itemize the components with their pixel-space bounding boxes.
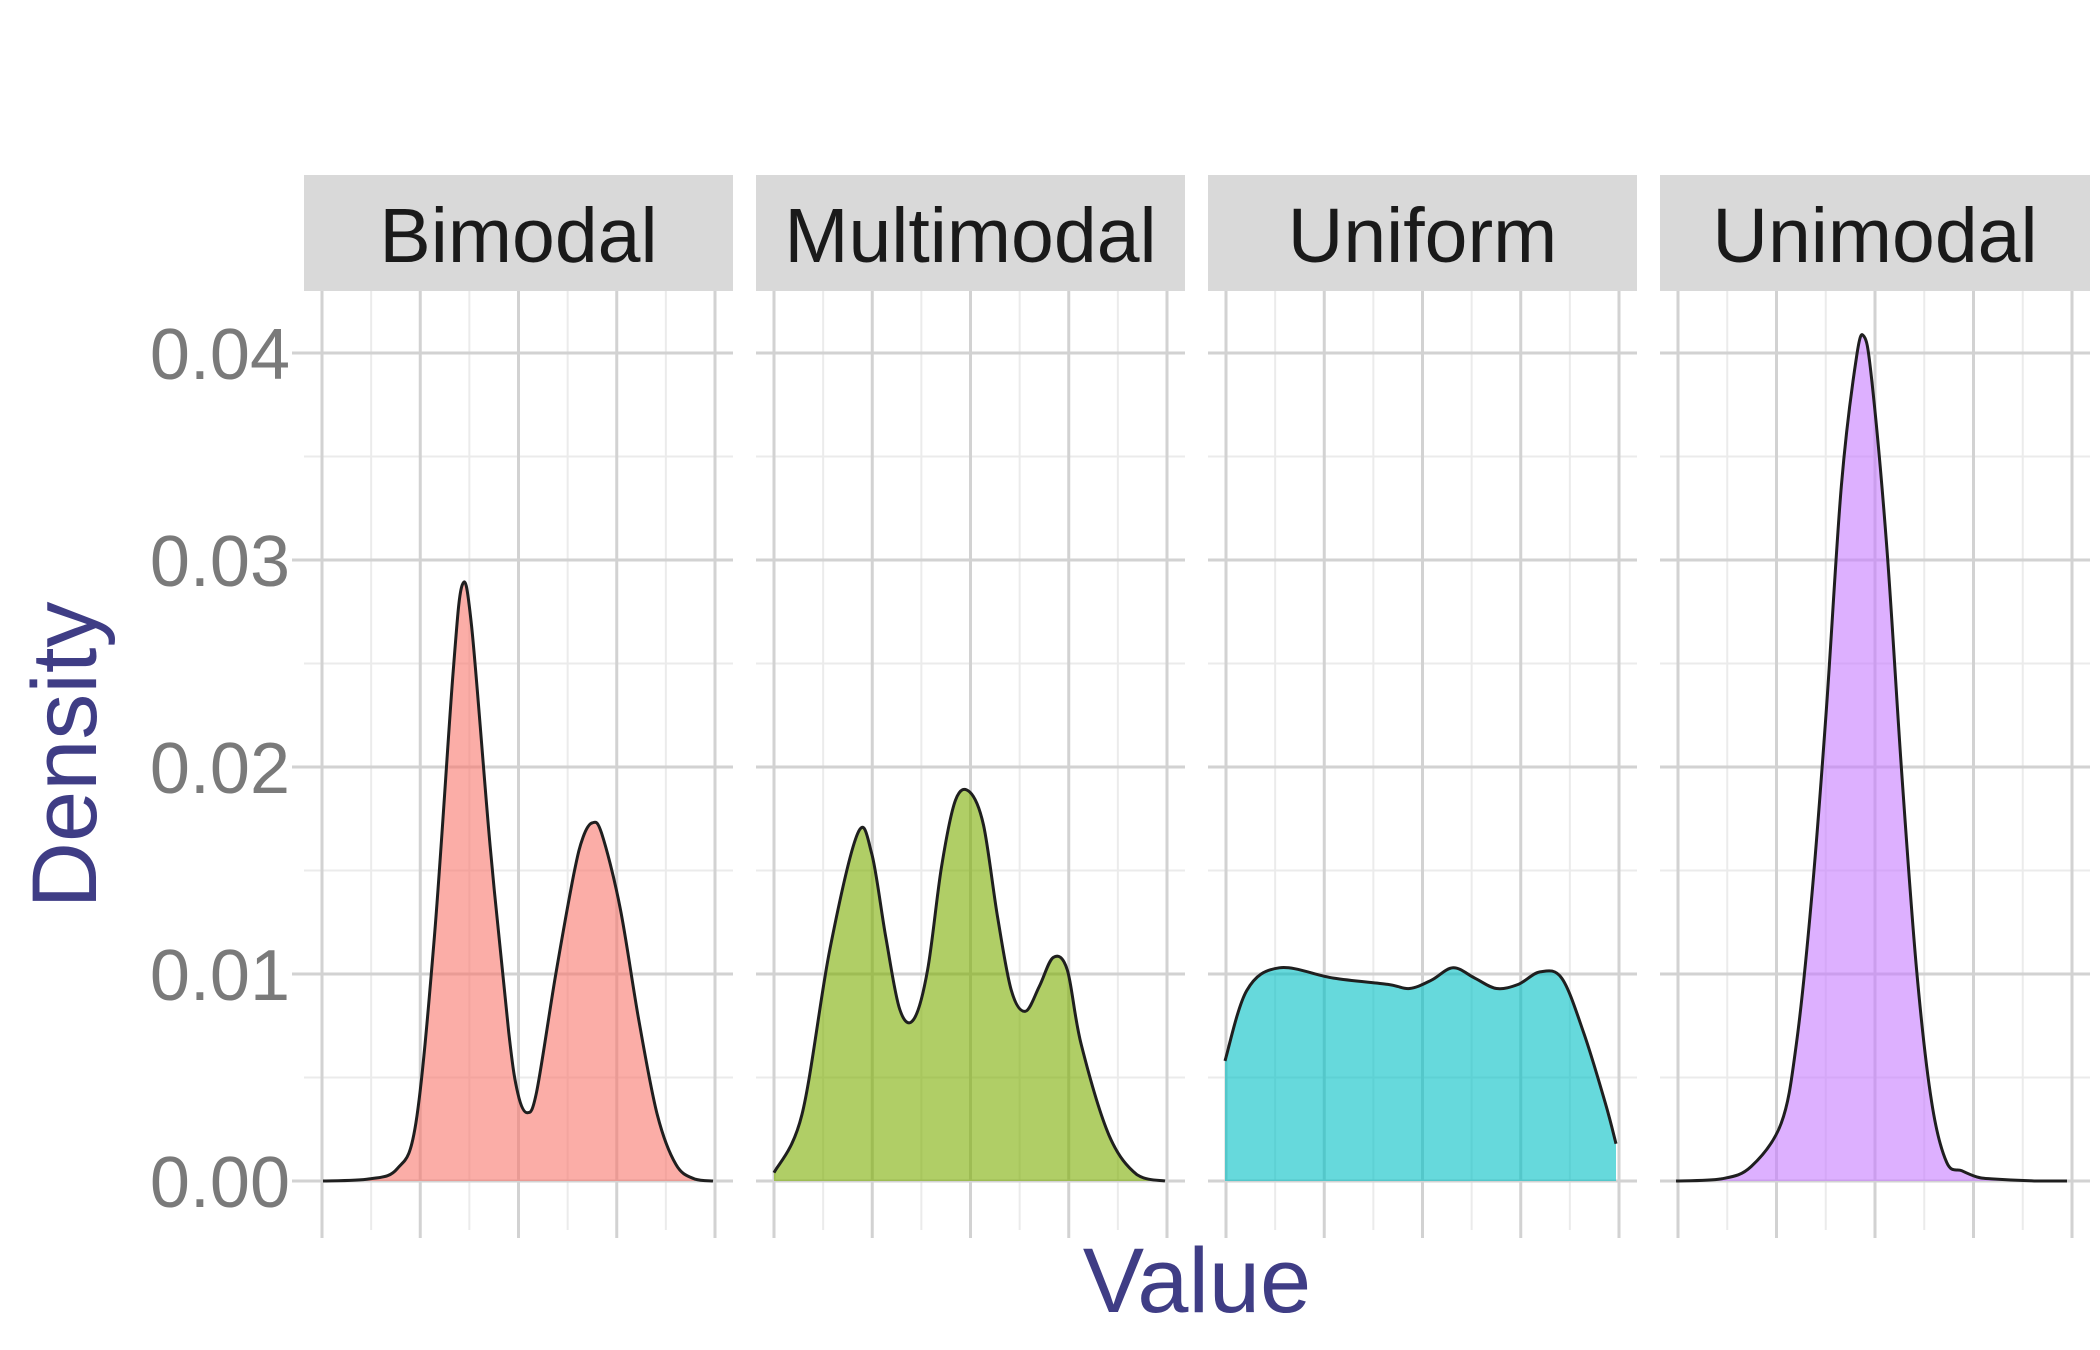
y-tick-label: 0.03 xyxy=(150,522,290,602)
facet-label-bimodal: Bimodal xyxy=(379,193,657,279)
facet-strip-bimodal xyxy=(304,175,733,291)
density-curve-multimodal xyxy=(772,787,1166,1183)
facet-strip-unimodal xyxy=(1660,175,2090,291)
density-area-multimodal xyxy=(774,789,1165,1181)
density-area-unimodal xyxy=(1676,334,2067,1181)
facet-strip-multimodal xyxy=(756,175,1185,291)
density-area-bimodal xyxy=(323,581,713,1181)
density-area-uniform xyxy=(1225,967,1616,1181)
density-curve-unimodal xyxy=(1675,333,2067,1183)
x-axis-title: Value xyxy=(1083,1230,1311,1332)
facet-strip-uniform xyxy=(1208,175,1637,291)
y-tick-label: 0.02 xyxy=(150,729,290,809)
density-curve-uniform xyxy=(1223,966,1618,1145)
facet-label-unimodal: Unimodal xyxy=(1712,193,2037,279)
facet-label-multimodal: Multimodal xyxy=(784,193,1156,279)
y-axis-title: Density xyxy=(14,602,116,909)
y-tick-label: 0.00 xyxy=(150,1143,290,1223)
facet-label-uniform: Uniform xyxy=(1288,193,1558,279)
y-tick-label: 0.04 xyxy=(150,315,290,395)
density-curve-bimodal xyxy=(322,580,714,1183)
y-tick-label: 0.01 xyxy=(150,936,290,1016)
